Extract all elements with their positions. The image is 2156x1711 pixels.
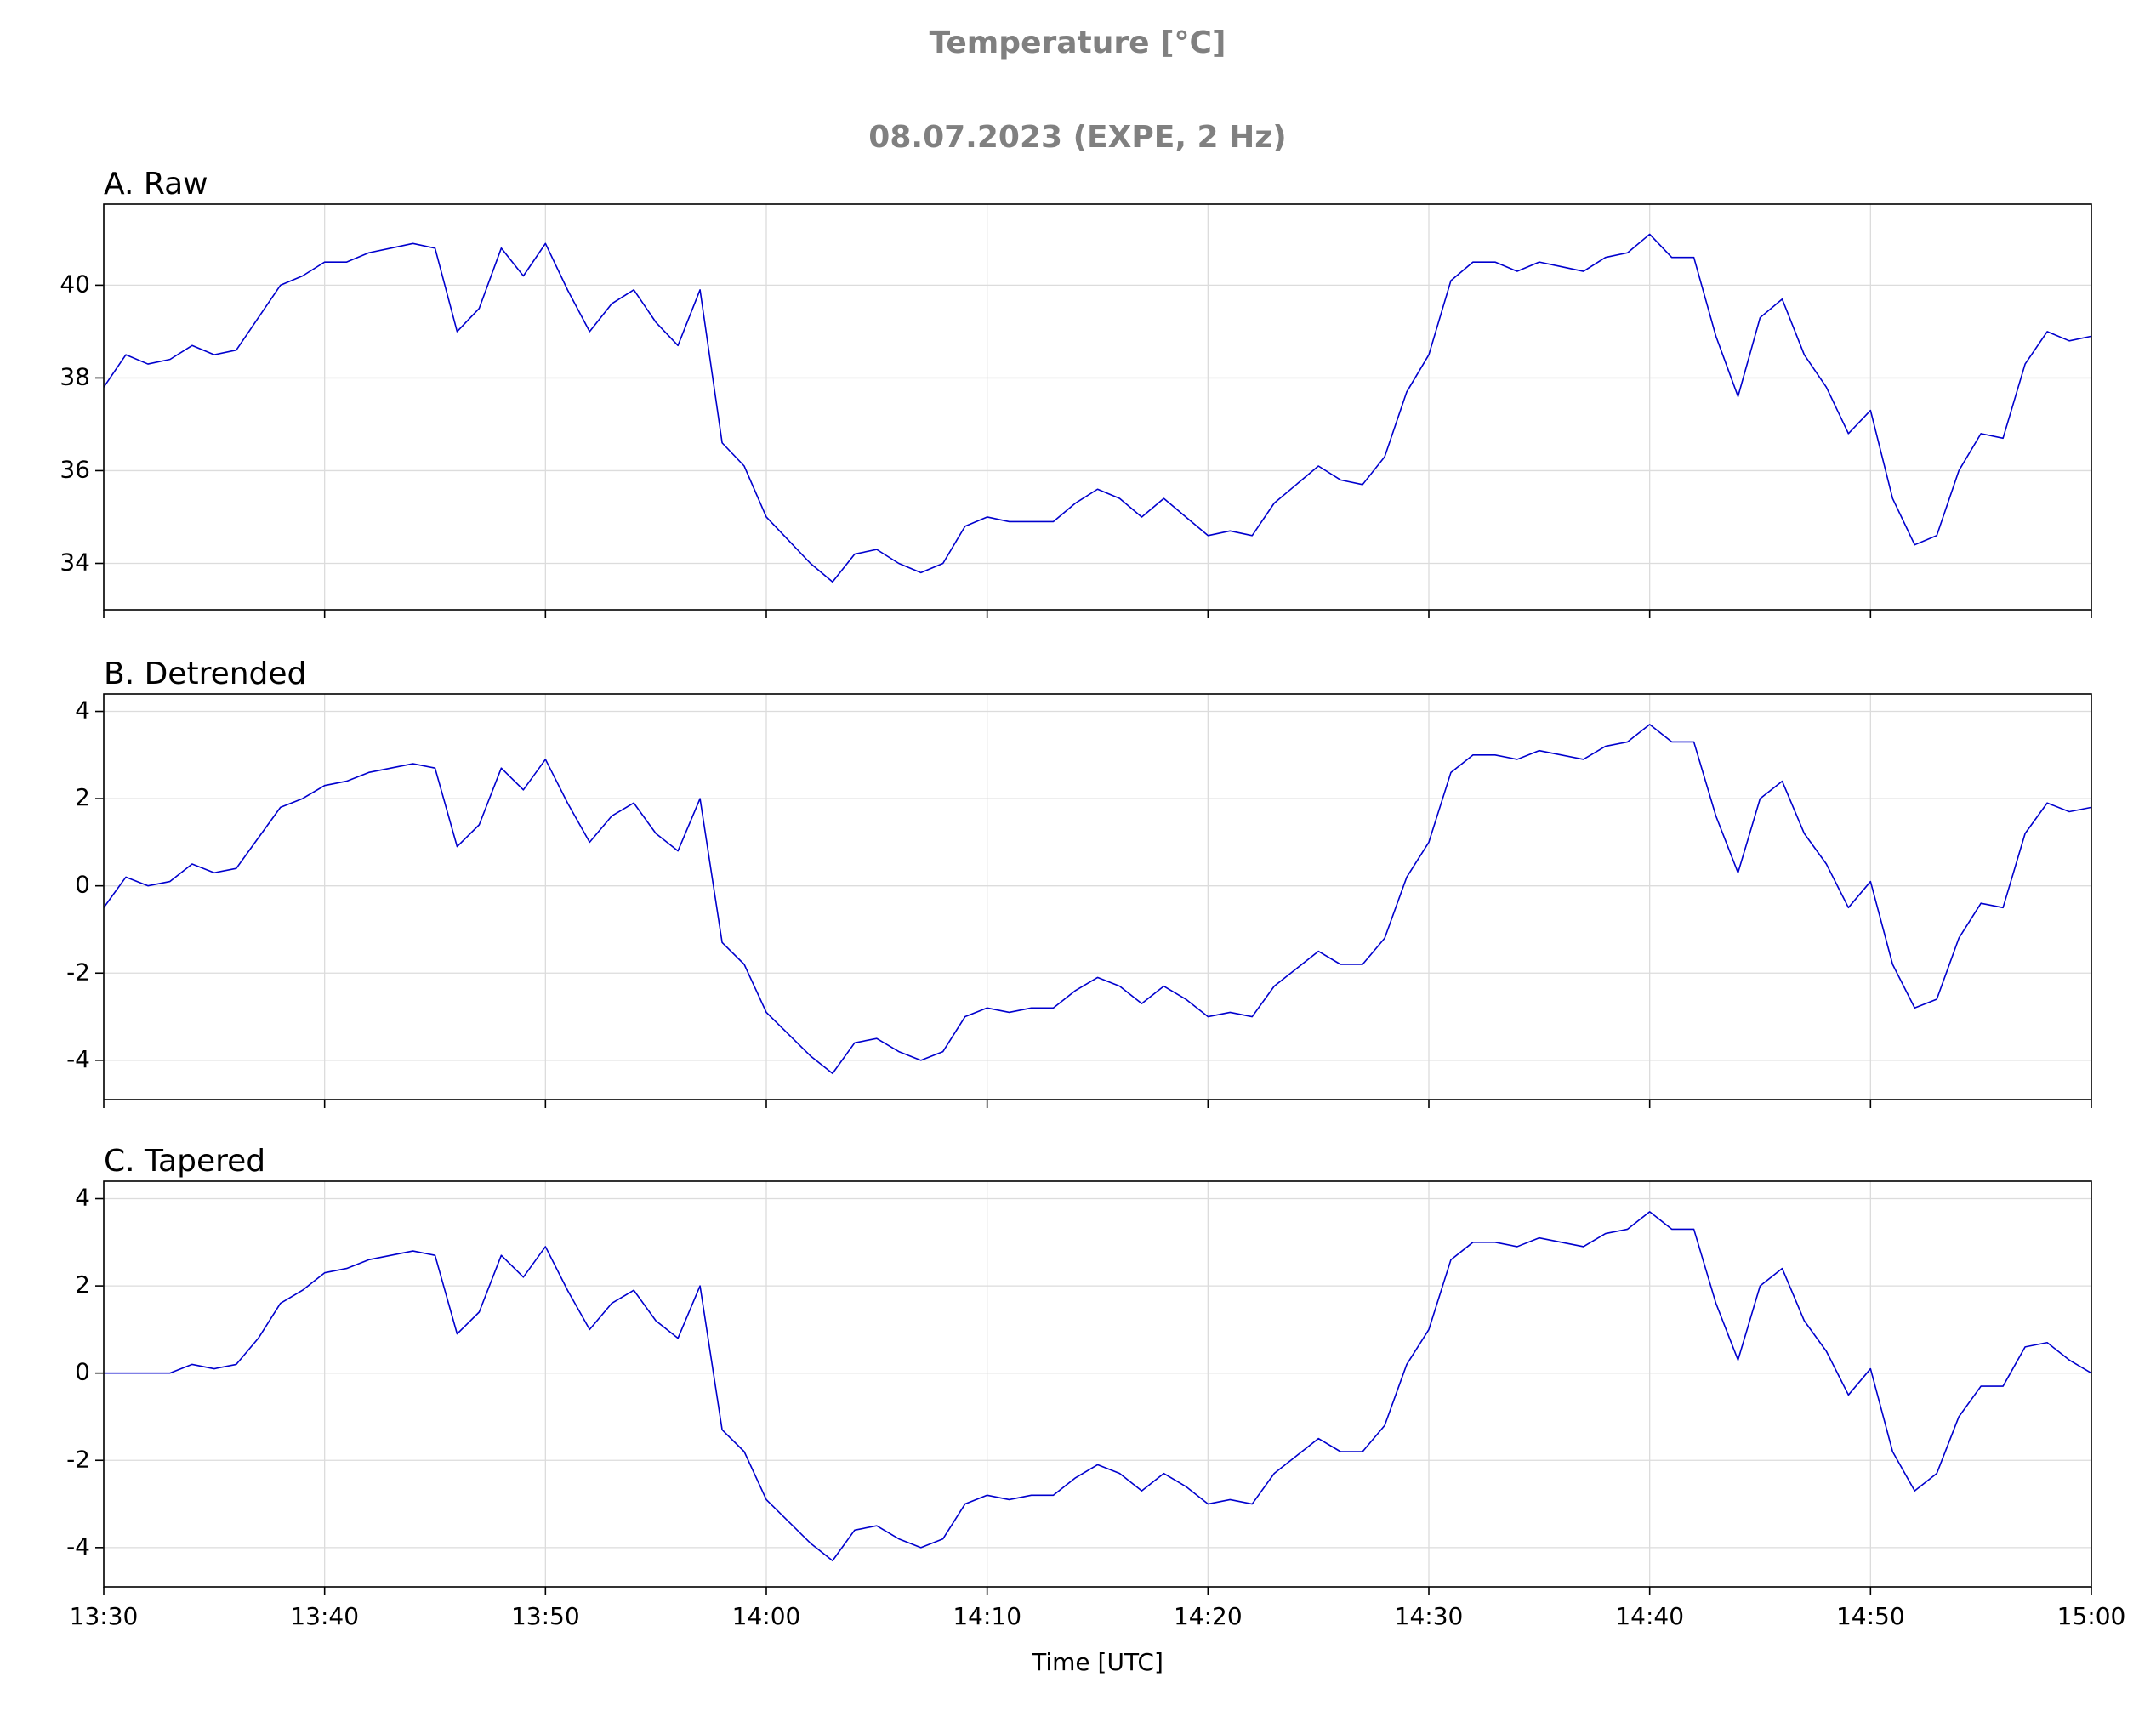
figure-title: Temperature [°C] (930, 26, 1226, 60)
y-tick-label: 2 (75, 1270, 90, 1299)
y-tick-label: 4 (75, 696, 90, 725)
plot-frame (103, 693, 2092, 1100)
y-tick-label: -4 (66, 1045, 90, 1073)
panel-title: B. Detrended (104, 657, 306, 691)
data-line (103, 233, 2092, 583)
plot-frame (103, 203, 2092, 611)
x-tick-label: 14:00 (732, 1602, 801, 1630)
y-tick-label: 0 (75, 871, 90, 899)
figure-subtitle: 08.07.2023 (EXPE, 2 Hz) (868, 120, 1286, 155)
x-tick-label: 14:10 (953, 1602, 1021, 1630)
x-tick-label: 13:30 (70, 1602, 139, 1630)
y-tick-label: -2 (66, 1445, 90, 1473)
x-tick-label: 15:00 (2057, 1602, 2126, 1630)
y-tick-label: -2 (66, 958, 90, 986)
x-tick-label: 14:50 (1836, 1602, 1905, 1630)
y-tick-label: 0 (75, 1358, 90, 1386)
x-tick-label: 13:50 (511, 1602, 580, 1630)
y-tick-label: 36 (60, 455, 90, 483)
panel-title: A. Raw (104, 167, 208, 202)
y-tick-label: 4 (75, 1184, 90, 1212)
y-tick-label: 34 (60, 548, 90, 576)
y-tick-label: 40 (60, 270, 90, 298)
panel-title: C. Tapered (104, 1144, 265, 1179)
data-line (104, 1211, 2092, 1562)
plot-frame (103, 1180, 2092, 1588)
data-line (103, 724, 2092, 1075)
x-tick-label: 14:20 (1174, 1602, 1243, 1630)
x-axis-label: Time [UTC] (1031, 1648, 1163, 1676)
y-tick-label: -4 (66, 1532, 90, 1560)
x-tick-label: 14:30 (1395, 1602, 1464, 1630)
x-tick-label: 13:40 (290, 1602, 359, 1630)
x-tick-label: 14:40 (1615, 1602, 1684, 1630)
y-tick-label: 2 (75, 783, 90, 811)
y-tick-label: 38 (60, 362, 90, 390)
